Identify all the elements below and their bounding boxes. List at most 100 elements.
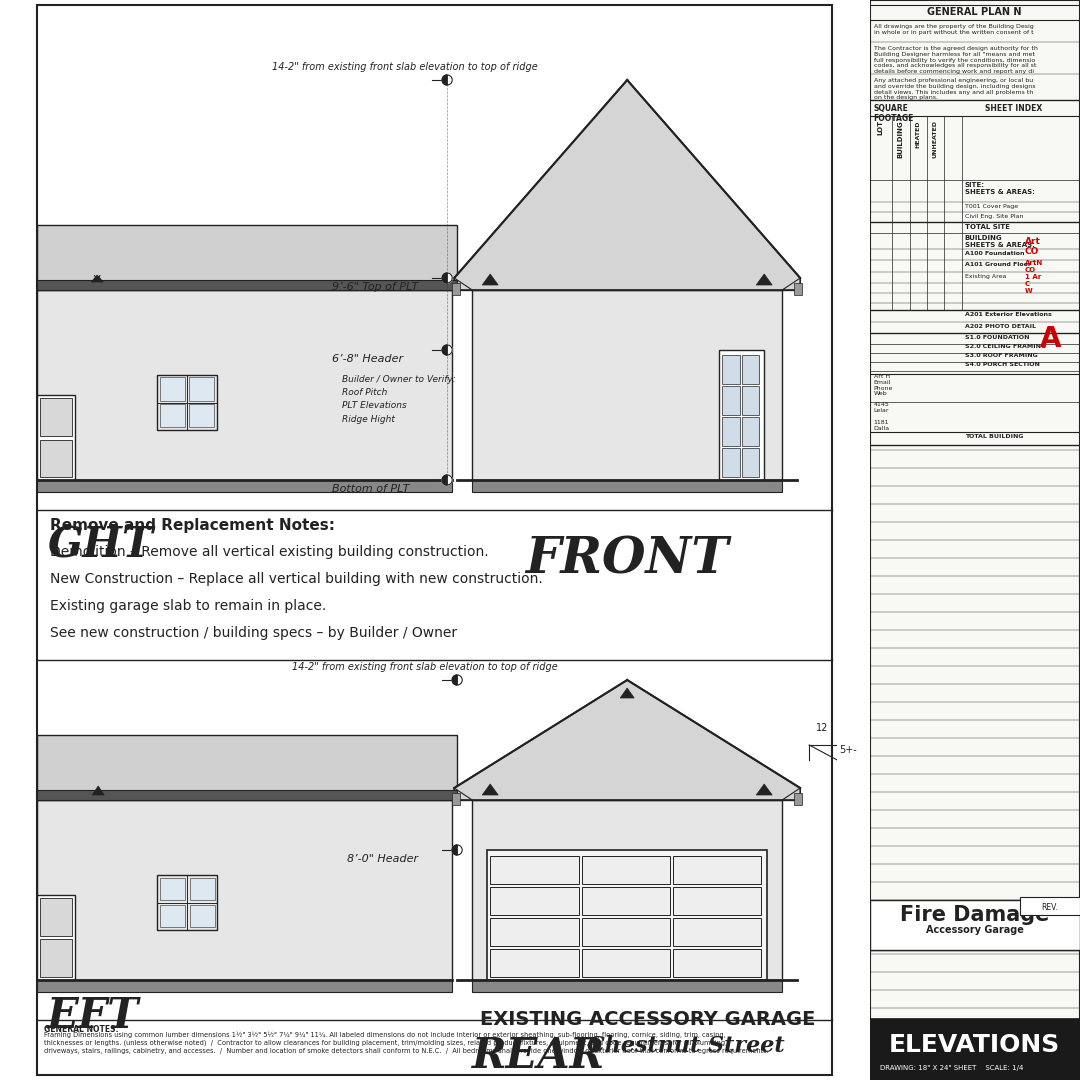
Bar bbox=[472, 800, 782, 980]
Bar bbox=[490, 887, 579, 915]
Text: S3.0 ROOF FRAMING: S3.0 ROOF FRAMING bbox=[964, 353, 1038, 357]
Text: A: A bbox=[1040, 325, 1062, 353]
Text: Existing garage slab to remain in place.: Existing garage slab to remain in place. bbox=[50, 599, 326, 613]
Polygon shape bbox=[92, 786, 104, 795]
Bar bbox=[189, 377, 214, 401]
Bar bbox=[37, 291, 453, 480]
Text: Builder / Owner to Verify:
Roof Pitch
PLT Elevations
Ridge Hight: Builder / Owner to Verify: Roof Pitch PL… bbox=[342, 375, 456, 423]
Bar bbox=[1020, 897, 1080, 915]
Bar bbox=[742, 417, 759, 446]
Text: 5+-: 5+- bbox=[839, 745, 856, 755]
Bar bbox=[723, 417, 740, 446]
Bar bbox=[673, 887, 761, 915]
Bar bbox=[40, 399, 72, 435]
Bar bbox=[581, 949, 670, 977]
Circle shape bbox=[453, 845, 462, 855]
Bar bbox=[160, 404, 185, 427]
Text: Civil Eng. Site Plan: Civil Eng. Site Plan bbox=[964, 214, 1023, 219]
Bar bbox=[742, 386, 759, 415]
Text: GENERAL PLAN N: GENERAL PLAN N bbox=[928, 6, 1022, 17]
Text: REAR: REAR bbox=[472, 1035, 606, 1077]
Bar bbox=[723, 386, 740, 415]
Text: LOT: LOT bbox=[878, 120, 883, 135]
Bar bbox=[40, 939, 72, 977]
Text: Demolition – Remove all vertical existing building construction.: Demolition – Remove all vertical existin… bbox=[50, 545, 489, 559]
Text: EXISTING ACCESSORY GARAGE: EXISTING ACCESSORY GARAGE bbox=[480, 1010, 815, 1029]
Text: GHT: GHT bbox=[48, 525, 153, 567]
Text: A101 Ground Floor: A101 Ground Floor bbox=[964, 262, 1030, 267]
Text: 14-2" from existing front slab elevation to top of ridge: 14-2" from existing front slab elevation… bbox=[272, 62, 538, 72]
Text: New Construction – Replace all vertical building with new construction.: New Construction – Replace all vertical … bbox=[50, 572, 543, 586]
Bar bbox=[37, 789, 457, 800]
Text: A100 Foundation: A100 Foundation bbox=[964, 251, 1024, 256]
Bar bbox=[581, 918, 670, 946]
Text: T001 Cover Page: T001 Cover Page bbox=[964, 204, 1017, 210]
Bar bbox=[742, 355, 759, 384]
Bar bbox=[723, 355, 740, 384]
Text: SITE:
SHEETS & AREAS:: SITE: SHEETS & AREAS: bbox=[964, 183, 1035, 195]
Bar bbox=[160, 377, 185, 401]
Bar bbox=[490, 918, 579, 946]
Text: DRAWING: 18" X 24" SHEET    SCALE: 1/4: DRAWING: 18" X 24" SHEET SCALE: 1/4 bbox=[880, 1065, 1023, 1071]
Text: 8’-0" Header: 8’-0" Header bbox=[347, 854, 418, 864]
Bar bbox=[581, 856, 670, 885]
Polygon shape bbox=[37, 225, 457, 291]
Bar bbox=[673, 918, 761, 946]
Bar bbox=[37, 280, 457, 291]
Bar bbox=[723, 448, 740, 477]
Text: Any attached professional engineering, or local bu
and override the building des: Any attached professional engineering, o… bbox=[874, 78, 1036, 100]
Bar bbox=[40, 897, 72, 936]
Bar bbox=[490, 856, 579, 885]
Text: GENERAL NOTES:: GENERAL NOTES: bbox=[44, 1025, 119, 1034]
Polygon shape bbox=[455, 680, 800, 800]
Wedge shape bbox=[442, 345, 447, 355]
Bar bbox=[472, 291, 782, 480]
Text: thicknesses or lengths. (unless otherwise noted)  /  Contractor to allow clearan: thicknesses or lengths. (unless otherwis… bbox=[44, 1040, 727, 1047]
Bar bbox=[37, 980, 453, 993]
Text: 14-2" from existing front slab elevation to top of ridge: 14-2" from existing front slab elevation… bbox=[293, 662, 558, 672]
Bar bbox=[673, 949, 761, 977]
Text: TOTAL BUILDING: TOTAL BUILDING bbox=[964, 434, 1023, 438]
Polygon shape bbox=[620, 688, 634, 698]
Bar bbox=[869, 900, 1080, 950]
Bar bbox=[453, 283, 460, 295]
Text: EFT: EFT bbox=[48, 995, 139, 1037]
Text: A202 PHOTO DETAIL: A202 PHOTO DETAIL bbox=[964, 324, 1036, 329]
Text: A201 Exterior Elevations: A201 Exterior Elevations bbox=[964, 312, 1052, 318]
Bar bbox=[719, 350, 765, 480]
Bar bbox=[487, 850, 767, 980]
Polygon shape bbox=[756, 784, 772, 795]
Text: TOTAL SITE: TOTAL SITE bbox=[964, 224, 1010, 230]
Text: Art
CO: Art CO bbox=[1025, 237, 1040, 256]
Bar bbox=[490, 949, 579, 977]
Polygon shape bbox=[482, 784, 498, 795]
Text: ELEVATIONS: ELEVATIONS bbox=[889, 1032, 1061, 1057]
Bar bbox=[158, 375, 217, 430]
Bar bbox=[158, 875, 217, 930]
Text: S4.0 PORCH SECTION: S4.0 PORCH SECTION bbox=[964, 362, 1040, 367]
Text: ArtN
CO
1 Ar
C
W: ArtN CO 1 Ar C W bbox=[1025, 260, 1043, 294]
Text: All drawings are the property of the Building Desig
in whole or in part without : All drawings are the property of the Bui… bbox=[874, 24, 1034, 35]
Bar bbox=[794, 283, 802, 295]
Bar bbox=[189, 404, 214, 427]
Text: BUILDING: BUILDING bbox=[897, 120, 904, 158]
Text: 9’-6" Top of PLT: 9’-6" Top of PLT bbox=[333, 282, 418, 292]
Text: Existing Area: Existing Area bbox=[964, 274, 1007, 279]
Bar bbox=[37, 895, 76, 980]
Bar bbox=[37, 395, 76, 480]
Wedge shape bbox=[453, 675, 457, 685]
Text: 1181
Dalla: 1181 Dalla bbox=[874, 420, 890, 431]
Bar bbox=[472, 480, 782, 492]
Polygon shape bbox=[455, 80, 800, 291]
Text: FRONT: FRONT bbox=[526, 535, 729, 584]
Bar bbox=[190, 878, 215, 900]
Text: Remove and Replacement Notes:: Remove and Replacement Notes: bbox=[50, 518, 335, 534]
Text: Accessory Garage: Accessory Garage bbox=[926, 924, 1024, 935]
Circle shape bbox=[442, 475, 453, 485]
Text: HEATED: HEATED bbox=[916, 120, 920, 148]
Bar bbox=[37, 800, 453, 980]
Text: REV.: REV. bbox=[1041, 903, 1058, 912]
Text: UNHEATED: UNHEATED bbox=[933, 120, 937, 158]
Text: The Contractor is the agreed design authority for th
Building Designer harmless : The Contractor is the agreed design auth… bbox=[874, 46, 1038, 75]
Bar bbox=[794, 793, 802, 805]
